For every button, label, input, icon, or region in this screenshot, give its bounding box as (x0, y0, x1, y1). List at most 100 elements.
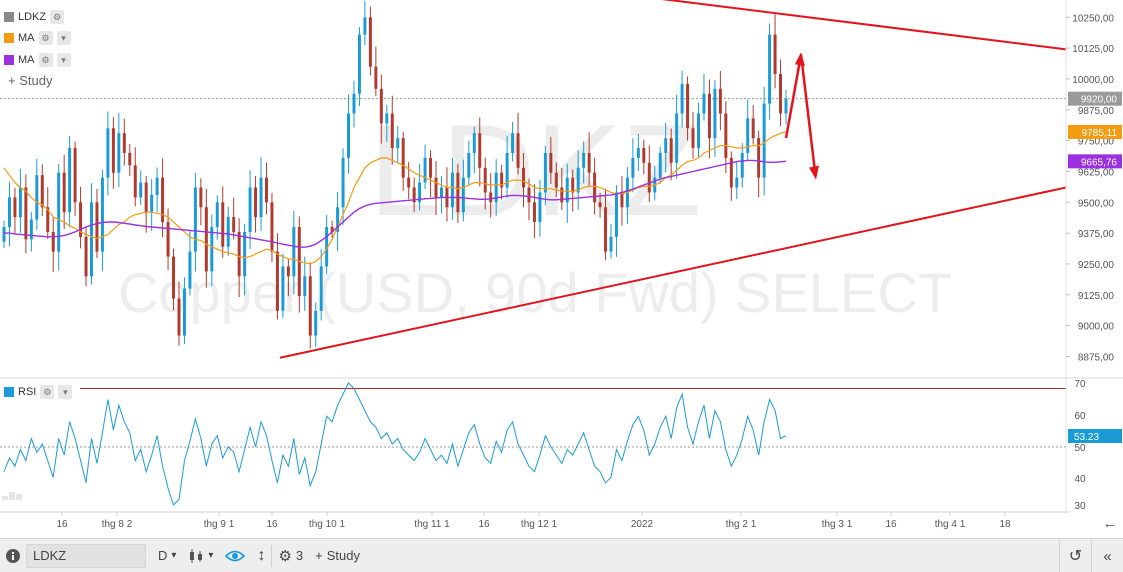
candle-body (303, 276, 307, 297)
scale-button[interactable]: ↕ (251, 539, 271, 572)
price-tick-label: 9125,00 (1078, 291, 1115, 302)
candle-body (429, 157, 433, 178)
candle-body (232, 217, 236, 232)
ma2-line (4, 159, 787, 248)
toolbar-study-label: Study (326, 548, 360, 563)
candle-body (363, 17, 367, 35)
candle-body (554, 172, 558, 188)
rsi-axis[interactable]: 70 60 50 40 30 53.23 (1065, 378, 1122, 512)
candle-body (647, 162, 651, 193)
visibility-button[interactable] (219, 539, 251, 572)
candle-body (439, 187, 443, 198)
candle-body (412, 187, 416, 203)
gear-icon[interactable]: ⚙ (38, 31, 53, 45)
price-tick-label: 9375,00 (1078, 229, 1115, 240)
candle-body (270, 202, 274, 252)
settings-button[interactable]: ⚙ 3 (272, 539, 309, 572)
candle-body (385, 113, 389, 124)
candle-body (707, 93, 711, 139)
symbol-input[interactable]: LDKZ (26, 543, 146, 568)
price-tick-label: 9875,00 (1078, 106, 1115, 117)
undo-icon[interactable]: ↺ (1059, 539, 1091, 572)
arrow-head-up-icon (795, 52, 805, 67)
candle-body (106, 128, 110, 178)
price-axis[interactable]: 10250,00 10125,00 10000,00 9875,00 9750,00 96… (1065, 0, 1122, 378)
eye-icon (225, 550, 246, 561)
interval-select[interactable]: D ▾ (152, 539, 182, 572)
chevron-down-icon[interactable]: ▾ (56, 53, 71, 67)
gear-icon[interactable]: ⚙ (50, 10, 65, 24)
time-tick-label: thg 10 1 (309, 519, 346, 530)
candle-body (675, 113, 679, 163)
trendlines[interactable] (279, 0, 1067, 359)
candle-body (751, 118, 755, 139)
candle-body (543, 152, 547, 193)
candle-body (680, 83, 684, 114)
vertical-resize-icon: ↕ (257, 546, 266, 564)
time-axis[interactable]: 16 thg 8 2 thg 9 1 16 thg 10 1 thg 11 1 16 thg … (56, 512, 1011, 530)
legend-symbol-row[interactable]: LDKZ ⚙ (4, 8, 65, 26)
candle-body (79, 202, 83, 237)
candle-body (538, 192, 542, 223)
time-tick-label: 16 (266, 519, 278, 530)
bottom-toolbar: LDKZ D ▾ ▾ ↕ ⚙ 3 + Study ↺ « (0, 538, 1123, 572)
gear-icon[interactable]: ⚙ (38, 53, 53, 67)
add-study-toolbar-button[interactable]: + Study (309, 539, 366, 572)
chart-type-button[interactable]: ▾ (182, 539, 219, 572)
rsi-tick-label: 40 (1074, 474, 1086, 485)
rsi-value-tag-bg (1068, 429, 1122, 443)
legend-ma1-row[interactable]: MA ⚙ ▾ (4, 29, 71, 47)
time-tick-label: thg 12 1 (521, 519, 558, 530)
last-price-tag: 9920,00 (1081, 95, 1118, 106)
candle-body (95, 202, 99, 252)
candle-body (631, 157, 635, 178)
candle-body (620, 192, 624, 208)
watermark-description: Copper (USD, 90d Fwd) SELECT (118, 261, 952, 324)
candle-body (144, 182, 148, 213)
candle-body (418, 182, 422, 203)
candle-body (768, 34, 772, 104)
candle-body (697, 113, 700, 149)
candle-body (527, 187, 531, 203)
time-tick-label: 16 (478, 519, 490, 530)
add-study-button[interactable]: + Study (8, 73, 52, 88)
rsi-line (3, 382, 787, 506)
gear-icon[interactable]: ⚙ (40, 385, 55, 399)
candle-body (347, 113, 351, 158)
candle-body (259, 177, 263, 218)
candle-body (100, 177, 104, 252)
candle-body (407, 177, 411, 188)
info-icon[interactable] (0, 539, 26, 572)
candle-body (357, 34, 361, 94)
candle-body (90, 202, 93, 277)
chart-canvas[interactable]: LDKZ Copper (USD, 90d Fwd) SELECT 10250,… (0, 0, 1123, 538)
candle-body (330, 226, 334, 232)
candle-body (325, 226, 329, 267)
candle-body (740, 152, 744, 178)
ma1-price-tag-bg (1068, 124, 1122, 139)
interval-label: D (158, 548, 168, 563)
candle-body (532, 202, 536, 223)
legend-ma2-row[interactable]: MA ⚙ ▾ (4, 51, 71, 69)
candle-body (292, 226, 296, 277)
time-tick-label: 18 (999, 519, 1011, 530)
candle-body (773, 34, 777, 75)
candle-body (636, 148, 640, 158)
candle-body (57, 172, 61, 252)
candle-body (254, 187, 258, 218)
add-study-label: Study (19, 73, 53, 88)
chevron-down-icon[interactable]: ▾ (58, 385, 73, 399)
candle-body (111, 128, 115, 173)
chevron-down-icon[interactable]: ▾ (56, 31, 71, 45)
legend-rsi-row[interactable]: RSI ⚙ ▾ (4, 384, 73, 400)
candle-body (718, 88, 722, 114)
gear-icon: ⚙ (278, 547, 292, 565)
double-chevron-left-icon[interactable]: « (1091, 539, 1123, 572)
candle-body (401, 138, 405, 178)
candle-body (188, 251, 192, 289)
scroll-arrow-icon[interactable]: ← (1103, 515, 1118, 532)
candle-body (319, 266, 323, 311)
candle-body (139, 182, 143, 198)
candle-body (505, 152, 509, 188)
